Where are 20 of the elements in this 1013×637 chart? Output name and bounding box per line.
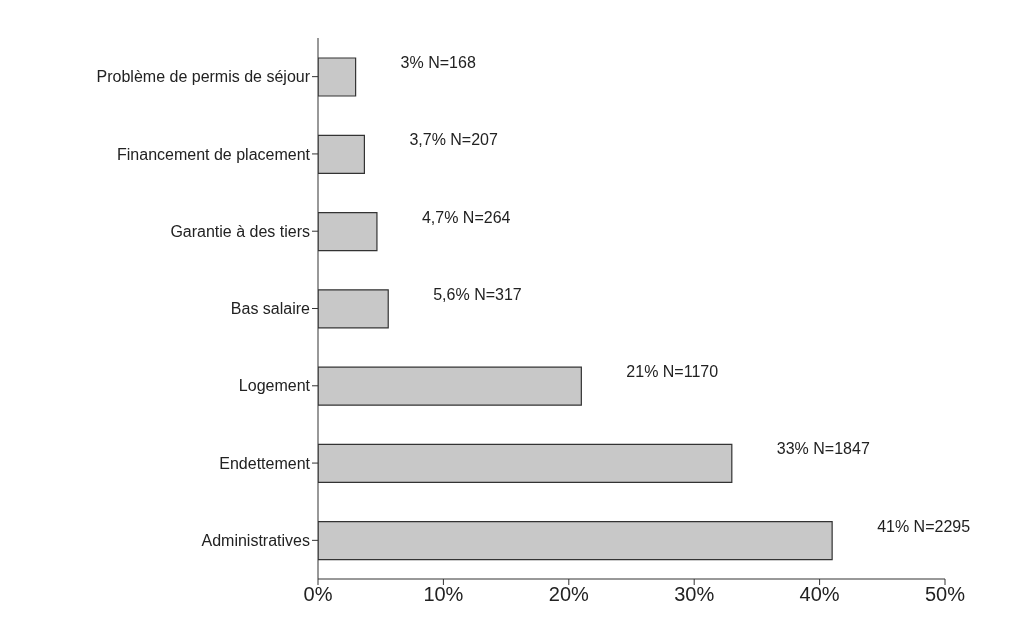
- data-label: 5,6% N=317: [433, 285, 522, 303]
- data-label: 3,7% N=207: [409, 131, 499, 149]
- x-tick-label: 0%: [303, 583, 333, 606]
- y-tick-label: Financement de placement: [117, 145, 311, 163]
- x-tick-label: 20%: [548, 583, 590, 606]
- x-tick-label: 50%: [924, 583, 966, 606]
- x-tick-label: 40%: [799, 583, 840, 606]
- y-tick-label: Garantie à des tiers: [170, 222, 310, 240]
- y-tick-label: Bas salaire: [230, 300, 311, 318]
- y-tick-label: Logement: [238, 377, 311, 395]
- x-tick-label: 10%: [423, 583, 464, 606]
- data-label: 33% N=1847: [776, 440, 870, 458]
- data-label: 21% N=1170: [626, 363, 719, 381]
- data-label: 4,7% N=264: [421, 208, 511, 226]
- x-tick-label: 30%: [674, 583, 715, 606]
- data-label: 41% N=2295: [877, 517, 971, 535]
- y-tick-label: Administratives: [201, 532, 310, 550]
- y-tick-label: Endettement: [219, 454, 311, 472]
- y-tick-label: Problème de permis de séjour: [96, 68, 311, 86]
- data-label: 3% N=168: [400, 54, 476, 71]
